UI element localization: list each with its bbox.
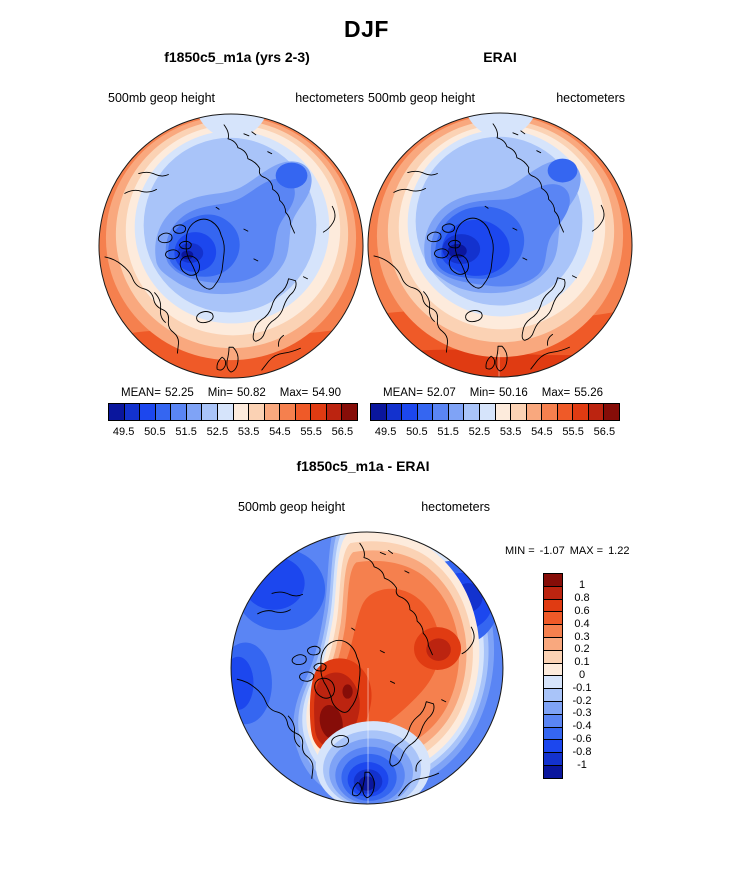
diff-colorbar-ticks: 1 0.8 0.6 0.4 0.3 0.2 0.1 0 -0.1 -0.2 -0.3 -0.4 -0.6… — [572, 579, 592, 771]
model-max-label: Max= — [279, 387, 309, 399]
diff-panel-title: f1850c5_m1a - ERAI — [296, 458, 430, 474]
obs-field-label: 500mb geop height — [368, 91, 476, 105]
model-mean-label: MEAN= — [121, 387, 161, 399]
model-panel-title: f1850c5_m1a (yrs 2-3) — [164, 49, 310, 65]
obs-polar-map — [367, 112, 633, 378]
model-min-value: 50.82 — [236, 387, 266, 399]
obs-max-value: 55.26 — [574, 387, 603, 399]
model-stats: MEAN= 52.25 Min= 50.82 Max= 54.90 — [101, 387, 365, 399]
obs-max-label: Max= — [541, 387, 571, 399]
obs-colorbar-ticks: 49.5 50.5 51.5 52.5 53.5 54.5 55.5 56.5 — [374, 426, 616, 438]
obs-stats: MEAN= 52.07 Min= 50.16 Max= 55.26 — [363, 387, 627, 399]
diff-polar-map — [230, 531, 504, 805]
model-colorbar-ticks: 49.5 50.5 51.5 52.5 53.5 54.5 55.5 56.5 — [112, 426, 354, 438]
page-title: DJF — [344, 16, 389, 42]
obs-min-label: Min= — [469, 387, 495, 399]
obs-min-value: 50.16 — [498, 387, 528, 399]
model-min-label: Min= — [207, 387, 233, 399]
obs-colorbar — [370, 403, 620, 421]
obs-mean-label: MEAN= — [383, 387, 423, 399]
model-units-label: hectometers — [295, 91, 364, 105]
model-colorbar — [108, 403, 358, 421]
diff-min-label: MIN = — [505, 545, 535, 557]
model-field-label: 500mb geop height — [108, 91, 216, 105]
model-polar-map — [98, 113, 364, 379]
diff-min-value: -1.07 — [539, 545, 565, 557]
diff-colorbar — [543, 573, 563, 779]
diff-field-label: 500mb geop height — [238, 500, 346, 514]
model-max-value: 54.90 — [312, 387, 341, 399]
obs-mean-value: 52.07 — [426, 387, 456, 399]
diff-max-value: 1.22 — [608, 545, 630, 557]
obs-panel-title: ERAI — [483, 49, 517, 65]
obs-units-label: hectometers — [556, 91, 625, 105]
diff-max-label: MAX = — [569, 545, 604, 557]
diff-units-label: hectometers — [421, 500, 490, 514]
diff-minmax: MIN = -1.07 MAX = 1.22 — [505, 545, 634, 557]
model-mean-value: 52.25 — [164, 387, 194, 399]
